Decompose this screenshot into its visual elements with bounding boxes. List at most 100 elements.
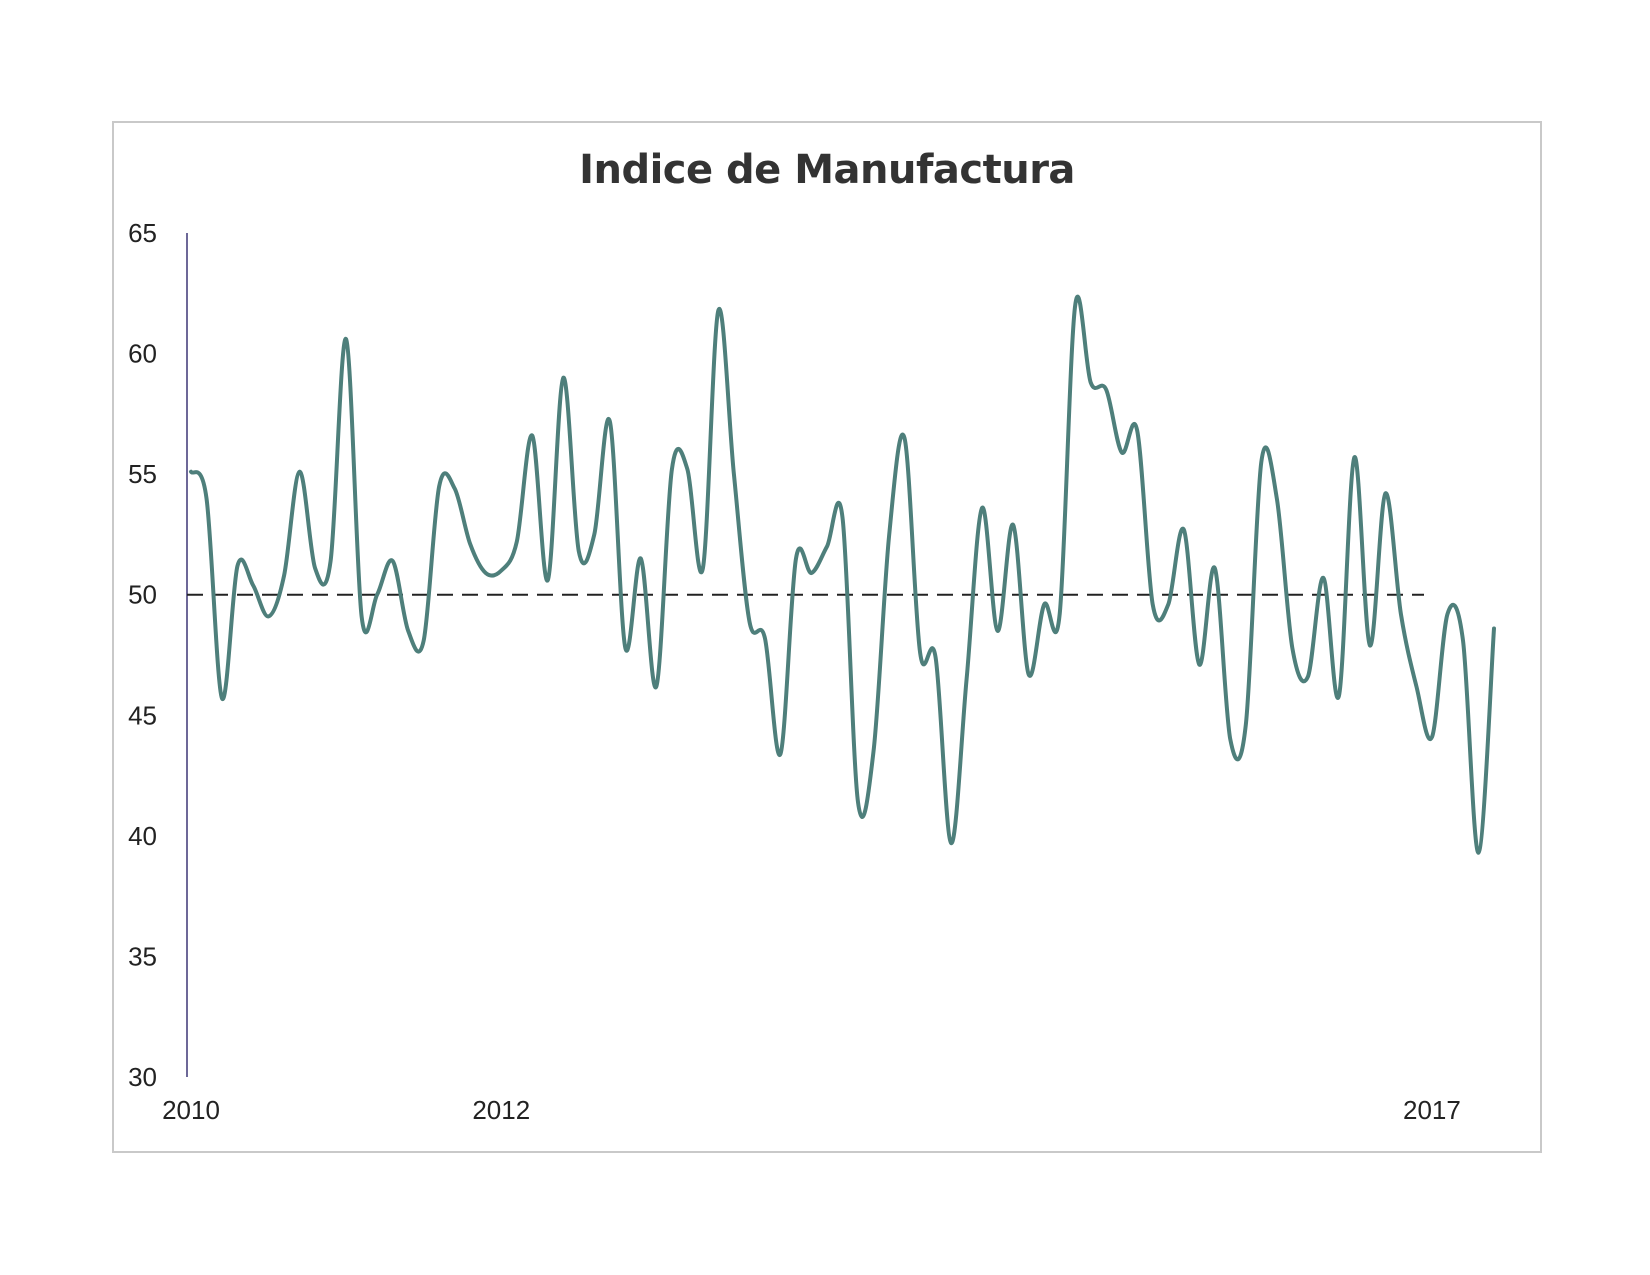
data-point	[329, 559, 333, 563]
data-point	[701, 566, 705, 570]
data-point	[794, 557, 798, 561]
data-point	[189, 470, 193, 474]
y-tick-label: 40	[128, 821, 157, 851]
data-point	[1120, 450, 1124, 454]
y-tick-label: 60	[128, 339, 157, 369]
data-point	[1399, 612, 1403, 616]
data-point	[1352, 455, 1356, 459]
data-point	[856, 800, 860, 804]
data-point	[236, 564, 240, 568]
data-point	[639, 557, 643, 561]
x-tick-label: 2017	[1403, 1095, 1461, 1125]
x-tick-group: 2010 2012 2017	[162, 1095, 1461, 1125]
data-point	[980, 506, 984, 510]
data-point	[360, 614, 364, 618]
x-tick-label: 2012	[472, 1095, 530, 1125]
chart-frame: Indice de Manufactura 30 35 40 45 50 55 60 65 2…	[112, 121, 1542, 1153]
data-point	[1089, 381, 1093, 385]
data-point	[267, 614, 271, 618]
chart-svg: 30 35 40 45 50 55 60 65 2010 2012 2017	[128, 218, 1496, 1125]
data-point	[1306, 675, 1310, 679]
data-point	[685, 467, 689, 471]
data-point	[220, 696, 224, 700]
data-point	[499, 569, 503, 573]
data-point	[887, 535, 891, 539]
data-point	[1321, 576, 1325, 580]
data-point	[1073, 303, 1077, 307]
data-point	[779, 752, 783, 756]
data-point	[468, 542, 472, 546]
chart-title: Indice de Manufactura	[579, 147, 1075, 193]
data-point	[546, 578, 550, 582]
data-point	[530, 434, 534, 438]
data-point	[1430, 735, 1434, 739]
data-point	[1383, 491, 1387, 495]
data-point	[841, 516, 845, 520]
data-point	[872, 750, 876, 754]
data-point	[484, 571, 488, 575]
data-point	[949, 841, 953, 845]
data-point	[1011, 523, 1015, 527]
y-tick-label: 50	[128, 580, 157, 610]
data-point	[375, 593, 379, 597]
data-point	[1042, 602, 1046, 606]
data-point	[1151, 602, 1155, 606]
data-point	[810, 571, 814, 575]
data-point	[1213, 566, 1217, 570]
data-point	[577, 549, 581, 553]
data-point	[1275, 496, 1279, 500]
data-point	[391, 559, 395, 563]
data-point	[1244, 723, 1248, 727]
data-point	[903, 436, 907, 440]
y-tick-group: 30 35 40 45 50 55 60 65	[128, 218, 157, 1092]
data-point	[654, 684, 658, 688]
data-point	[282, 573, 286, 577]
data-point	[996, 629, 1000, 633]
data-point	[1259, 460, 1263, 464]
data-point	[763, 636, 767, 640]
data-point	[515, 540, 519, 544]
data-point	[313, 566, 317, 570]
series-line	[189, 294, 1496, 855]
data-point	[670, 467, 674, 471]
data-point	[1414, 684, 1418, 688]
data-point	[623, 646, 627, 650]
data-point	[965, 677, 969, 681]
data-point	[1166, 602, 1170, 606]
y-tick-label: 30	[128, 1062, 157, 1092]
data-point	[1461, 639, 1465, 643]
data-point	[1182, 528, 1186, 532]
data-point	[934, 655, 938, 659]
data-point	[205, 496, 209, 500]
data-point	[251, 583, 255, 587]
data-point	[437, 484, 441, 488]
data-point	[747, 619, 751, 623]
data-point	[1058, 612, 1062, 616]
data-point	[716, 308, 720, 312]
data-point	[561, 376, 565, 380]
data-point	[1368, 643, 1372, 647]
series-group	[189, 294, 1496, 855]
data-point	[406, 629, 410, 633]
data-point	[453, 487, 457, 491]
data-point	[1477, 851, 1481, 855]
data-point	[732, 472, 736, 476]
y-tick-label: 65	[128, 218, 157, 248]
y-tick-label: 55	[128, 459, 157, 489]
y-tick-label: 35	[128, 941, 157, 971]
y-tick-label: 45	[128, 700, 157, 730]
data-point	[1446, 612, 1450, 616]
data-point	[1228, 737, 1232, 741]
data-point	[592, 532, 596, 536]
data-point	[344, 337, 348, 341]
data-point	[298, 470, 302, 474]
data-point	[1492, 627, 1496, 631]
data-point	[918, 651, 922, 655]
data-point	[422, 639, 426, 643]
data-point	[825, 545, 829, 549]
data-point	[1027, 672, 1031, 676]
data-point	[1135, 429, 1139, 433]
data-point	[1290, 646, 1294, 650]
data-point	[1197, 663, 1201, 667]
data-point	[608, 419, 612, 423]
